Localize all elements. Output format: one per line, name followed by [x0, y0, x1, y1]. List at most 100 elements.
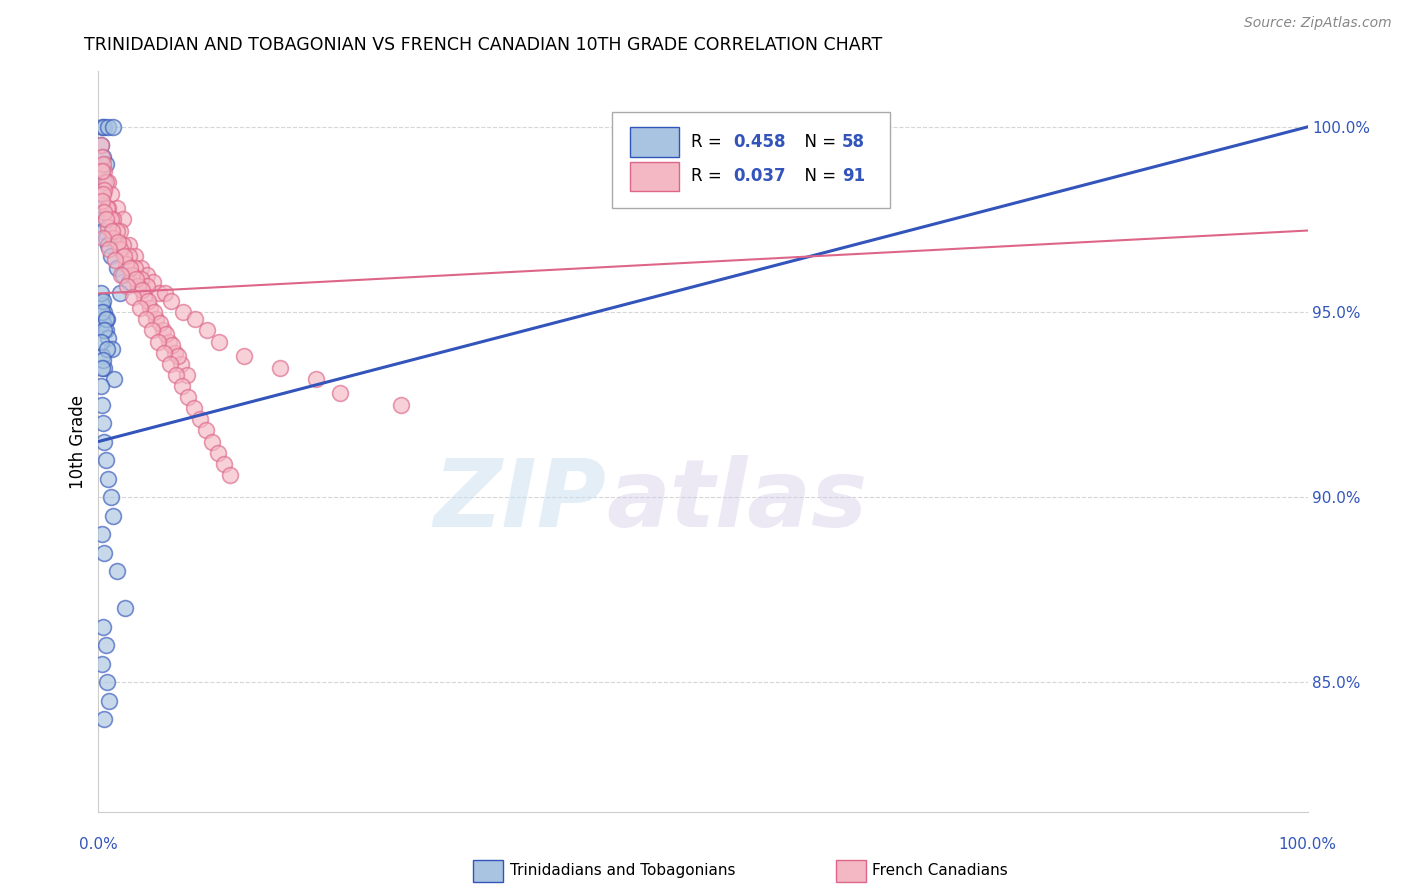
Point: [97, 202, 120, 216]
Point: [159, 357, 181, 371]
Point: [131, 283, 153, 297]
Point: [91, 157, 114, 171]
Text: French Canadians: French Canadians: [872, 863, 1008, 879]
Point: [103, 371, 125, 385]
Point: [93, 434, 115, 449]
Point: [111, 268, 134, 282]
Point: [91, 164, 114, 178]
Point: [114, 601, 136, 615]
Point: [91, 120, 114, 134]
Point: [108, 223, 131, 237]
Point: [207, 445, 229, 459]
Point: [135, 279, 157, 293]
Point: [94, 312, 117, 326]
Point: [100, 342, 122, 356]
Point: [101, 120, 124, 134]
Text: 58: 58: [842, 133, 865, 151]
Point: [91, 360, 114, 375]
Point: [167, 350, 190, 364]
Point: [96, 312, 118, 326]
Point: [269, 360, 291, 375]
Point: [110, 268, 132, 282]
Point: [91, 164, 114, 178]
Point: [160, 338, 183, 352]
Point: [93, 205, 115, 219]
Point: [153, 286, 176, 301]
Point: [232, 350, 254, 364]
Text: 91: 91: [842, 168, 865, 186]
Point: [127, 279, 149, 293]
Point: [100, 186, 122, 201]
Point: [91, 527, 114, 541]
Point: [122, 290, 145, 304]
Point: [155, 327, 177, 342]
Text: R =: R =: [690, 168, 727, 186]
Text: Trinidadians and Tobagonians: Trinidadians and Tobagonians: [509, 863, 735, 879]
Text: N =: N =: [793, 168, 841, 186]
Point: [152, 345, 174, 359]
FancyBboxPatch shape: [613, 112, 890, 209]
Point: [176, 368, 198, 382]
Point: [91, 350, 114, 364]
Point: [329, 386, 352, 401]
Point: [98, 242, 121, 256]
Point: [118, 276, 141, 290]
Point: [183, 401, 205, 416]
Point: [104, 253, 127, 268]
Point: [91, 149, 114, 163]
Point: [91, 316, 114, 330]
Point: [305, 371, 328, 385]
FancyBboxPatch shape: [630, 127, 679, 156]
Point: [90, 138, 112, 153]
Point: [93, 323, 115, 337]
Point: [105, 260, 128, 275]
Point: [97, 331, 120, 345]
Point: [96, 675, 118, 690]
Point: [128, 301, 150, 316]
Point: [90, 286, 112, 301]
Point: [94, 323, 117, 337]
Point: [105, 564, 128, 578]
Text: Source: ZipAtlas.com: Source: ZipAtlas.com: [1244, 16, 1392, 29]
Point: [97, 238, 120, 252]
Point: [117, 279, 139, 293]
Point: [108, 242, 131, 256]
Point: [100, 223, 122, 237]
Point: [142, 276, 165, 290]
Point: [208, 334, 231, 349]
Point: [93, 712, 115, 726]
Point: [97, 219, 120, 234]
Point: [101, 508, 124, 523]
Point: [136, 293, 159, 308]
Point: [98, 693, 121, 707]
Point: [139, 301, 162, 316]
Point: [91, 293, 114, 308]
Point: [146, 334, 169, 349]
Point: [170, 379, 193, 393]
FancyBboxPatch shape: [474, 860, 503, 882]
Point: [94, 638, 117, 652]
Point: [90, 186, 112, 201]
Point: [91, 231, 114, 245]
Point: [96, 342, 118, 356]
Point: [188, 412, 211, 426]
Point: [90, 334, 112, 349]
Text: TRINIDADIAN AND TOBAGONIAN VS FRENCH CANADIAN 10TH GRADE CORRELATION CHART: TRINIDADIAN AND TOBAGONIAN VS FRENCH CAN…: [84, 36, 883, 54]
Point: [389, 397, 412, 411]
Point: [135, 312, 157, 326]
Text: 0.458: 0.458: [734, 133, 786, 151]
Point: [112, 249, 135, 263]
Point: [91, 397, 114, 411]
Point: [195, 323, 218, 337]
Point: [91, 416, 114, 430]
Point: [94, 175, 117, 189]
Point: [149, 316, 172, 330]
Point: [118, 238, 141, 252]
Point: [94, 157, 117, 171]
Point: [100, 490, 122, 504]
Point: [165, 368, 187, 382]
Point: [91, 186, 114, 201]
Point: [105, 223, 128, 237]
FancyBboxPatch shape: [630, 161, 679, 191]
Text: R =: R =: [690, 133, 727, 151]
